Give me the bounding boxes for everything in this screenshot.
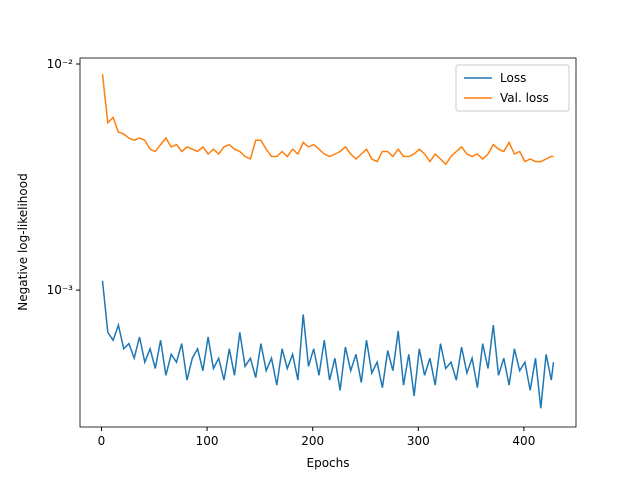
x-tick-label: 400 [512, 434, 535, 448]
plot-frame [79, 57, 577, 428]
x-tick-label: 100 [196, 434, 219, 448]
x-tick-label: 0 [98, 434, 106, 448]
y-tick-label: 10⁻² [47, 57, 74, 71]
legend-label: Val. loss [500, 91, 549, 105]
y-axis-label: Negative log-likelihood [16, 173, 30, 310]
x-tick-label: 200 [301, 434, 324, 448]
line-series [101, 74, 554, 166]
y-tick-label: 10⁻³ [47, 283, 74, 297]
legend-label: Loss [500, 71, 526, 85]
x-axis-label: Epochs [307, 456, 350, 470]
x-tick-label: 300 [407, 434, 430, 448]
line-series [101, 280, 555, 409]
legend-box [455, 64, 570, 112]
